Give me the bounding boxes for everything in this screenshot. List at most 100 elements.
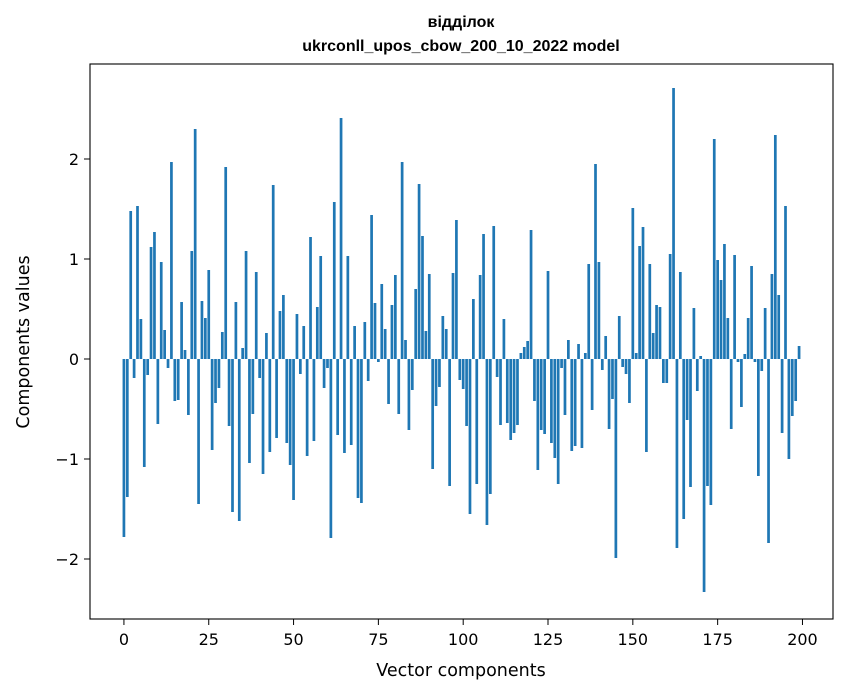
bar-150 — [631, 208, 635, 359]
bar-192 — [773, 135, 777, 359]
bar-180 — [733, 255, 736, 359]
bar-59 — [322, 359, 326, 388]
bar-140 — [597, 262, 601, 359]
bar-130 — [563, 359, 567, 415]
bar-139 — [594, 164, 597, 359]
bar-175 — [716, 260, 719, 359]
bar-91 — [431, 359, 435, 469]
x-tick-label: 150 — [618, 630, 649, 649]
bar-109 — [492, 226, 496, 359]
bar-94 — [441, 316, 445, 359]
bar-55 — [309, 237, 312, 359]
bar-28 — [217, 359, 221, 388]
bar-95 — [444, 329, 448, 359]
bar-96 — [448, 359, 451, 486]
bar-9 — [153, 232, 156, 359]
bar-143 — [607, 359, 611, 429]
bar-194 — [780, 359, 784, 433]
bar-185 — [750, 266, 753, 359]
bar-46 — [278, 311, 282, 359]
bar-157 — [655, 305, 658, 359]
bar-93 — [438, 359, 441, 387]
bar-58 — [319, 256, 323, 359]
bar-34 — [237, 359, 241, 521]
bar-138 — [590, 359, 594, 410]
bar-125 — [546, 271, 550, 359]
bar-155 — [648, 264, 652, 359]
x-axis-label: Vector components — [376, 661, 545, 681]
bar-169 — [695, 359, 699, 391]
bar-64 — [339, 118, 343, 359]
bar-168 — [692, 308, 696, 359]
bar-100 — [461, 359, 465, 389]
bar-188 — [760, 359, 764, 371]
bar-135 — [580, 359, 584, 448]
x-tick-label: 75 — [368, 630, 388, 649]
bar-182 — [740, 359, 743, 407]
bar-4 — [136, 206, 139, 359]
bar-21 — [193, 129, 197, 359]
bar-199 — [797, 346, 801, 359]
bar-37 — [248, 359, 251, 463]
bar-98 — [455, 220, 458, 359]
y-tick-label: −2 — [55, 550, 79, 569]
bar-111 — [499, 359, 502, 425]
bar-108 — [488, 359, 492, 494]
bar-183 — [743, 354, 747, 359]
bar-22 — [197, 359, 200, 504]
bar-149 — [628, 359, 631, 403]
bar-136 — [583, 353, 587, 359]
bar-161 — [668, 254, 672, 359]
bar-42 — [265, 333, 268, 359]
bar-195 — [784, 206, 787, 359]
x-tick-label: 125 — [533, 630, 564, 649]
bar-20 — [190, 251, 194, 359]
bar-101 — [465, 359, 468, 426]
bar-13 — [166, 359, 170, 368]
bar-117 — [519, 353, 523, 359]
bar-164 — [678, 272, 682, 359]
bar-10 — [156, 359, 160, 424]
bar-99 — [458, 359, 462, 380]
bar-112 — [502, 319, 506, 359]
bar-30 — [224, 167, 228, 359]
x-tick-label: 100 — [448, 630, 479, 649]
bar-124 — [543, 359, 546, 434]
bar-79 — [390, 305, 394, 359]
bar-128 — [556, 359, 560, 484]
y-tick-label: −1 — [55, 450, 79, 469]
bar-24 — [203, 318, 207, 359]
bar-2 — [129, 211, 133, 359]
bar-19 — [187, 359, 190, 415]
bar-198 — [794, 359, 798, 401]
bar-147 — [621, 359, 625, 367]
bar-1 — [125, 359, 129, 497]
bar-39 — [254, 272, 258, 359]
bar-120 — [529, 230, 533, 359]
bar-52 — [298, 359, 302, 374]
bar-114 — [509, 359, 513, 440]
bar-45 — [275, 359, 278, 438]
bar-151 — [634, 353, 638, 359]
bar-82 — [400, 162, 404, 359]
bar-107 — [485, 359, 489, 525]
bar-31 — [227, 359, 231, 426]
bar-0 — [122, 359, 126, 537]
y-tick-label: 0 — [69, 350, 79, 369]
bar-70 — [360, 359, 363, 503]
bar-173 — [709, 359, 713, 505]
bar-76 — [380, 284, 384, 359]
bar-63 — [336, 359, 340, 435]
y-tick-label: 1 — [69, 250, 79, 269]
bar-193 — [777, 295, 781, 359]
bar-40 — [258, 359, 261, 378]
bar-48 — [285, 359, 289, 443]
bar-142 — [604, 336, 608, 359]
bar-167 — [689, 359, 692, 487]
bar-83 — [404, 340, 407, 359]
x-tick-label: 25 — [199, 630, 219, 649]
bar-12 — [163, 330, 166, 359]
bar-87 — [417, 184, 421, 359]
bar-27 — [214, 359, 217, 403]
bar-35 — [241, 348, 245, 359]
